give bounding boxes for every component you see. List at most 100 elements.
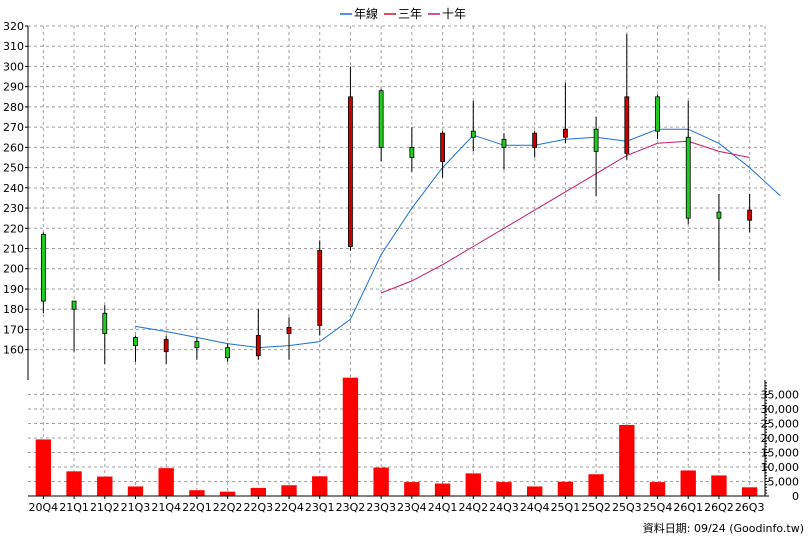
candle-body (286, 327, 292, 334)
x-tick-label: 22Q4 (274, 501, 304, 514)
x-tick-label: 23Q4 (397, 501, 427, 514)
legend: 年線 三年 十年 (340, 6, 466, 21)
price-tick-label: 190 (3, 283, 24, 296)
volume-bar (35, 439, 52, 496)
x-tick-label: 21Q2 (90, 501, 120, 514)
volume-bar (496, 482, 512, 496)
price-tick-label: 290 (3, 81, 24, 94)
x-tick-label: 23Q2 (336, 501, 366, 514)
x-tick-label: 25Q3 (612, 501, 642, 514)
volume-bar (588, 474, 604, 496)
candle-body (348, 96, 353, 247)
price-tick-label: 270 (3, 121, 24, 134)
candle-body (71, 300, 77, 310)
x-tick-label: 21Q1 (59, 501, 89, 514)
candle-body (225, 347, 231, 359)
candle-body (716, 211, 722, 219)
x-tick-label: 23Q3 (366, 501, 396, 514)
plot-frames (27, 25, 766, 497)
legend-label: 年線 (354, 6, 378, 21)
x-tick-label: 25Q2 (581, 501, 611, 514)
volume-tick-label: 15,000 (761, 447, 800, 460)
x-tick-label: 25Q1 (551, 501, 581, 514)
x-tick-label: 24Q3 (489, 501, 519, 514)
x-tick-label: 22Q1 (182, 501, 212, 514)
volume-bar (373, 467, 389, 496)
candle-body (40, 233, 46, 302)
volume-bar (741, 487, 758, 496)
volume-bar (97, 476, 113, 496)
price-tick-label: 230 (3, 202, 24, 215)
price-tick-label: 320 (3, 20, 24, 33)
price-tick-label: 260 (3, 141, 24, 154)
candle-body (133, 337, 138, 347)
legend-label: 三年 (398, 7, 422, 21)
legend-label: 十年 (442, 7, 466, 21)
volume-bar (127, 486, 144, 496)
volume-bar (342, 377, 359, 496)
volume-bar (158, 468, 174, 496)
x-tick-label: 26Q1 (673, 501, 703, 514)
volume-bar (189, 490, 205, 496)
price-tick-label: 310 (3, 40, 24, 53)
candle-body (624, 96, 630, 154)
price-tick-label: 210 (3, 243, 24, 256)
x-tick-label: 25Q4 (643, 501, 673, 514)
volume-bar (219, 491, 236, 496)
volume-grid (28, 380, 765, 496)
x-tick-label: 24Q2 (458, 501, 488, 514)
volume-bars (35, 377, 758, 496)
candle-body (655, 96, 660, 132)
candle-body (378, 90, 384, 148)
volume-tick-label: 25,000 (761, 418, 800, 431)
volume-bar (527, 486, 543, 496)
x-tick-label: 22Q2 (213, 501, 243, 514)
x-axis: 20Q4 21Q1 21Q2 21Q3 21Q4 22Q1 22Q2 22Q3 22Q4 23Q1… (29, 496, 765, 514)
candle-body (747, 209, 753, 221)
volume-tick-label: 35,000 (761, 389, 800, 402)
volume-bar (281, 485, 297, 496)
volume-bar (465, 473, 481, 496)
volume-tick-label: 5,000 (768, 476, 800, 489)
moving-average-lines (135, 128, 781, 349)
candle-body (562, 128, 568, 138)
candlesticks (40, 34, 753, 364)
x-tick-label: 22Q3 (243, 501, 273, 514)
candle-body (409, 146, 415, 158)
volume-bar (557, 481, 574, 496)
price-grid (28, 25, 765, 380)
price-tick-label: 200 (3, 263, 24, 276)
candle-body (317, 250, 323, 326)
volume-tick-label: 0 (792, 490, 799, 503)
x-tick-label: 21Q4 (151, 501, 181, 514)
price-tick-label: 220 (3, 222, 24, 235)
x-tick-label: 24Q4 (520, 501, 550, 514)
x-tick-label: 21Q3 (121, 501, 151, 514)
candle-body (470, 130, 476, 138)
candle-body (102, 312, 108, 334)
x-tick-label: 26Q3 (735, 501, 765, 514)
x-tick-label: 24Q1 (428, 501, 458, 514)
footer-source: 資料日期: 09/24 (Goodinfo.tw) (643, 521, 804, 535)
volume-bar (250, 487, 266, 496)
candle-body (440, 132, 445, 162)
ma-line-年線 (135, 128, 781, 349)
volume-bar (312, 476, 328, 496)
volume-bar (649, 482, 666, 496)
price-tick-label: 180 (3, 303, 24, 316)
price-tick-label: 300 (3, 60, 24, 73)
price-tick-label: 280 (3, 101, 24, 114)
x-tick-label: 23Q1 (305, 501, 335, 514)
candle-body (501, 138, 507, 148)
volume-tick-label: 30,000 (761, 403, 800, 416)
price-tick-label: 240 (3, 182, 24, 195)
candle-body (685, 136, 691, 219)
volume-bar (619, 424, 635, 496)
price-axis: 160 170 180 190 200 210 220 230 240 250 260 270 280 2… (3, 20, 28, 357)
volume-tick-label: 10,000 (761, 461, 800, 474)
x-tick-label: 26Q2 (704, 501, 734, 514)
volume-bar (434, 483, 451, 496)
